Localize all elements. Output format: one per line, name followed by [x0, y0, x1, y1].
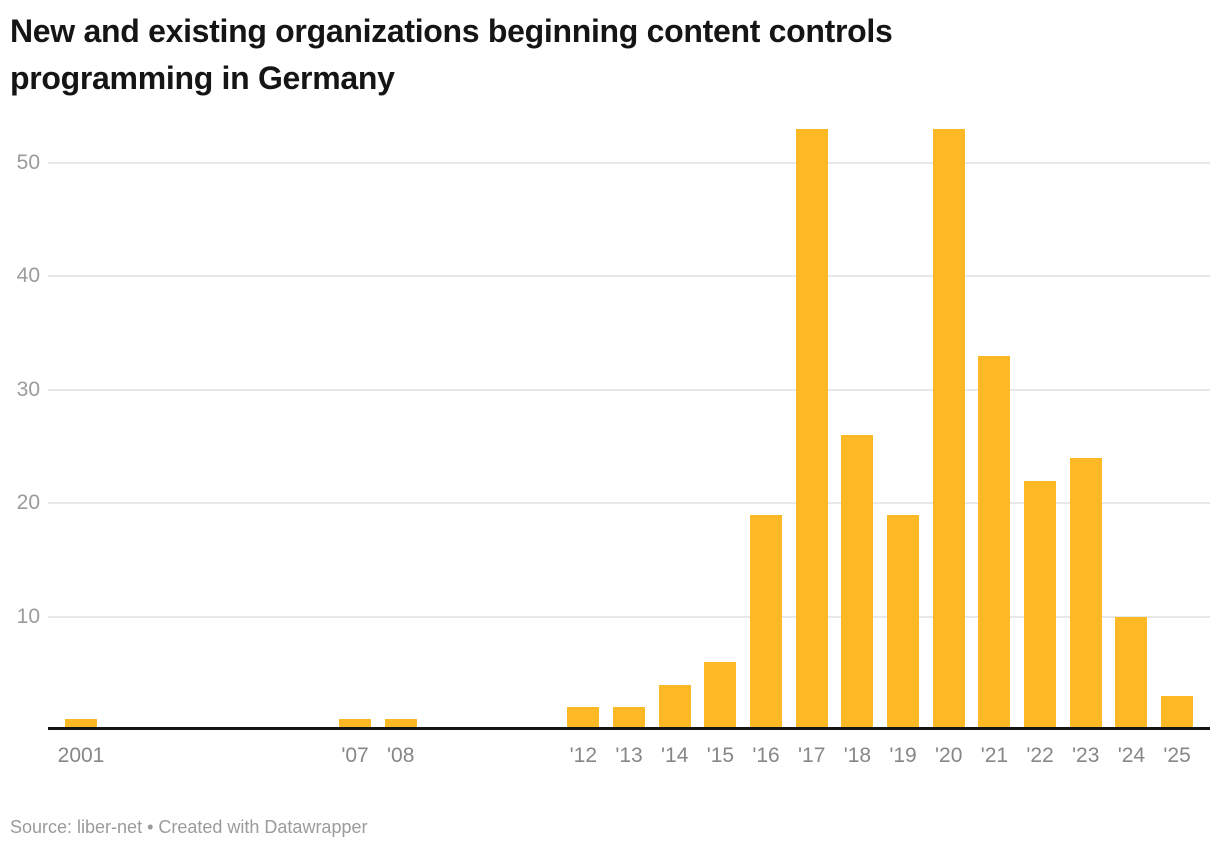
bar-2017[interactable] [795, 128, 828, 730]
x-tick-label-2001: 2001 [57, 744, 105, 767]
bar-2023[interactable] [1069, 457, 1102, 730]
x-tick-label-2013: '13 [615, 744, 643, 767]
plot-area [48, 118, 1210, 730]
bar-2012[interactable] [567, 707, 600, 730]
x-tick-label-2017: '17 [798, 744, 826, 767]
gridline-50 [48, 162, 1210, 164]
bar-2007[interactable] [339, 718, 372, 730]
gridline-30 [48, 388, 1210, 391]
bar-2018[interactable] [841, 435, 874, 730]
chart-title: New and existing organizations beginning… [10, 13, 893, 96]
gridline-20 [48, 502, 1210, 505]
y-tick-label-30: 30 [16, 377, 40, 401]
x-axis-line [48, 727, 1210, 730]
x-tick-label-2020: '20 [935, 744, 963, 767]
x-tick-label-2016: '16 [752, 744, 780, 767]
bar-2025[interactable] [1161, 695, 1194, 730]
bar-2001[interactable] [65, 718, 97, 730]
x-tick-label-2023: '23 [1072, 744, 1100, 767]
x-tick-label-2022: '22 [1026, 744, 1054, 767]
bar-2021[interactable] [978, 355, 1011, 730]
gridline-40 [48, 275, 1210, 278]
y-tick-label-50: 50 [16, 151, 40, 174]
x-tick-label-2014: '14 [661, 744, 689, 767]
bar-2016[interactable] [750, 514, 783, 730]
x-tick-label-2024: '24 [1117, 744, 1146, 767]
x-tick-label-2019: '19 [889, 744, 917, 767]
x-tick-label-2015: '15 [706, 744, 735, 767]
bar-2022[interactable] [1024, 480, 1057, 730]
y-tick-label-40: 40 [16, 264, 40, 288]
source-line: Source: liber-net • Created with Datawra… [10, 817, 368, 837]
x-tick-label-2018: '18 [843, 744, 872, 767]
bar-2024[interactable] [1115, 616, 1148, 730]
bar-2019[interactable] [887, 514, 920, 730]
y-tick-label-20: 20 [16, 491, 40, 515]
bar-2020[interactable] [932, 128, 965, 730]
bar-2008[interactable] [384, 718, 417, 730]
bar-2014[interactable] [658, 684, 691, 730]
x-tick-label-2021: '21 [980, 744, 1009, 767]
gridline-10 [48, 615, 1210, 618]
x-tick-label-2007: '07 [341, 744, 369, 767]
y-tick-label-10: 10 [16, 604, 40, 628]
bar-2015[interactable] [704, 661, 737, 730]
bar-2013[interactable] [613, 707, 646, 730]
x-tick-label-2008: '08 [387, 744, 415, 767]
x-tick-label-2025: '25 [1163, 744, 1191, 767]
x-tick-label-2012: '12 [569, 744, 598, 767]
